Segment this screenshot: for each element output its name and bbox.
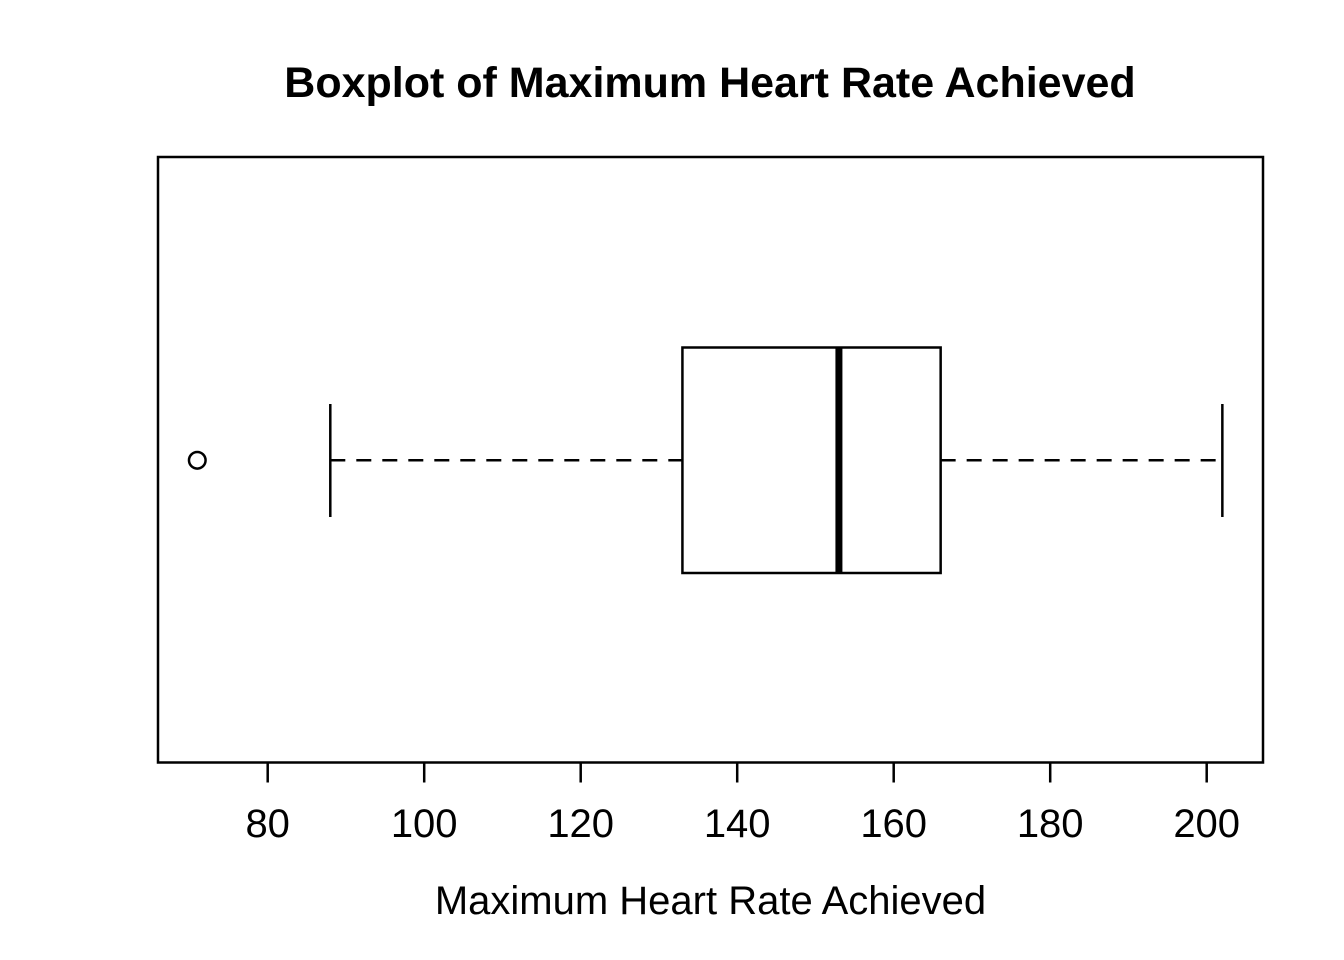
x-axis-label: Maximum Heart Rate Achieved bbox=[435, 879, 986, 923]
x-tick-label: 100 bbox=[391, 802, 458, 846]
x-tick-label: 160 bbox=[860, 802, 927, 846]
x-tick-label: 180 bbox=[1017, 802, 1084, 846]
outlier-point bbox=[187, 450, 207, 470]
boxplot-glyph bbox=[187, 346, 1224, 575]
plot-border bbox=[156, 155, 1265, 764]
iqr-box bbox=[681, 346, 942, 575]
x-axis: 80 100 120 140 160 180 200 bbox=[245, 762, 1240, 846]
x-tick-label: 140 bbox=[704, 802, 771, 846]
x-tick-label: 200 bbox=[1173, 802, 1240, 846]
x-tick-label: 120 bbox=[547, 802, 614, 846]
chart-title: Boxplot of Maximum Heart Rate Achieved bbox=[284, 59, 1135, 107]
x-tick-label: 80 bbox=[245, 802, 290, 846]
